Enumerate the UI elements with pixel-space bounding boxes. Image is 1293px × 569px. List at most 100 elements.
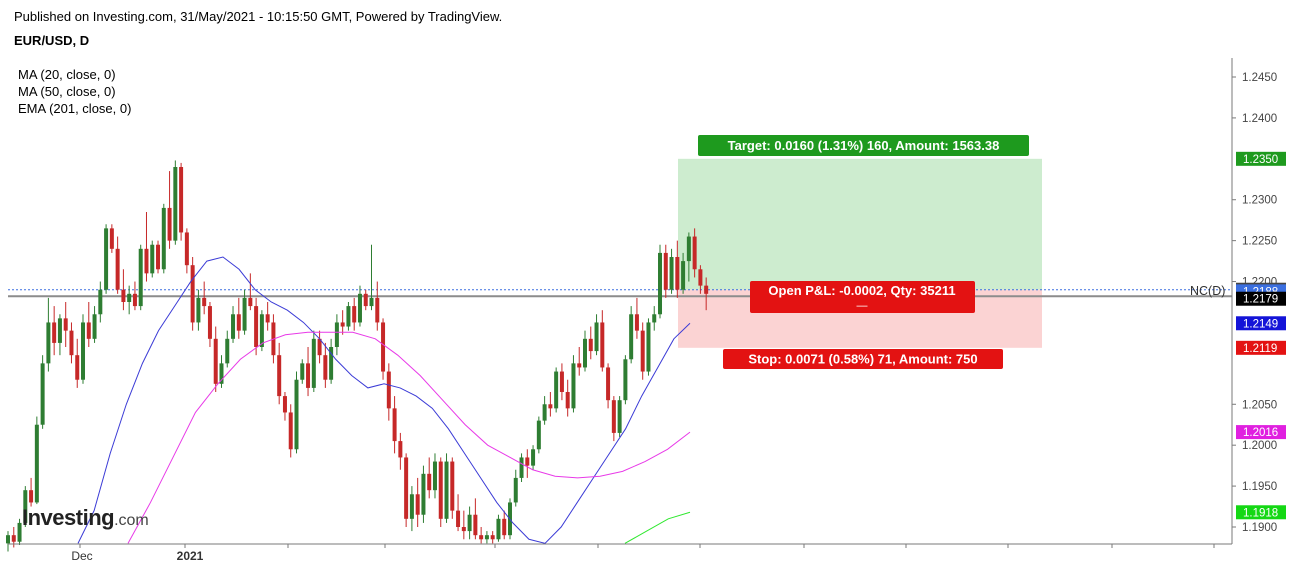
logo-brand: Investing <box>22 505 115 530</box>
candle-body <box>265 314 270 323</box>
y-tick-label: 1.2300 <box>1242 195 1277 207</box>
candle-body <box>288 412 293 450</box>
candle-body <box>513 477 518 503</box>
price-badge <box>1236 151 1286 166</box>
price-badge-label: 1.2179 <box>1243 294 1278 306</box>
price-badge <box>1236 291 1286 306</box>
stop-label-box <box>723 349 1003 369</box>
candle-body <box>231 314 236 339</box>
candle-body <box>352 306 357 323</box>
candle-body <box>219 363 224 384</box>
x-tick-label: Dec <box>71 549 92 563</box>
candle-body <box>588 338 593 352</box>
candle-body <box>692 236 697 270</box>
candle-body <box>427 473 432 491</box>
candle-body <box>652 314 657 323</box>
candle-body <box>127 293 132 302</box>
position-labels: Target: 0.0160 (1.31%) 160, Amount: 1563… <box>698 135 1225 369</box>
candle-body <box>600 322 605 368</box>
candle-body <box>444 461 449 519</box>
y-tick-label: 1.2450 <box>1242 72 1277 84</box>
ma20-line <box>77 256 691 544</box>
candle-body <box>81 322 86 380</box>
candle-body <box>484 535 489 540</box>
candles <box>6 160 709 552</box>
candle-body <box>542 404 547 421</box>
candle-body <box>104 228 109 290</box>
candle-body <box>306 363 311 388</box>
candle-body <box>623 359 628 401</box>
candle-body <box>340 322 345 327</box>
y-tick-label: 1.2050 <box>1242 399 1277 411</box>
legend-ma50: MA (50, close, 0) <box>18 84 116 99</box>
candle-body <box>69 330 74 356</box>
price-axis: Dec 20211.24501.24001.23001.22501.22001.2… <box>8 58 1286 563</box>
candle-body <box>663 252 668 290</box>
candle-body <box>421 473 426 515</box>
candle-body <box>75 355 80 380</box>
candle-body <box>40 363 45 425</box>
y-tick-label: 1.2250 <box>1242 236 1277 248</box>
candle-body <box>190 265 195 323</box>
candle-body <box>52 322 57 343</box>
investing-logo: Investing.com <box>22 505 149 531</box>
candle-body <box>496 518 501 540</box>
symbol-title: EUR/USD, D <box>14 33 90 48</box>
candle-body <box>490 535 495 540</box>
nc-label: NC(D) <box>1190 284 1225 298</box>
ma50-line <box>127 331 691 544</box>
candle-body <box>404 457 409 519</box>
candle-body <box>548 404 553 409</box>
target-label-box <box>698 135 1029 156</box>
candle-body <box>34 424 39 503</box>
candle-body <box>686 236 691 262</box>
published-caption: Published on Investing.com, 31/May/2021 … <box>14 9 503 24</box>
candle-body <box>92 314 97 339</box>
price-badge <box>1236 316 1286 331</box>
candle-body <box>432 461 437 491</box>
candle-body <box>559 371 564 392</box>
pnl-sub-label: — <box>857 300 868 312</box>
candle-body <box>617 400 622 433</box>
candle-body <box>86 322 91 339</box>
candle-body <box>317 338 322 356</box>
legend-ma20: MA (20, close, 0) <box>18 67 116 82</box>
candle-body <box>375 297 380 323</box>
position-zones <box>678 158 1042 348</box>
candle-body <box>57 318 62 343</box>
candle-body <box>121 289 126 302</box>
candle-body <box>11 535 16 542</box>
candle-body <box>179 167 184 233</box>
price-badge-label: 1.2016 <box>1243 427 1278 439</box>
candle-body <box>346 306 351 327</box>
candle-body <box>248 297 253 307</box>
candle-body <box>461 527 466 532</box>
legend-ema201: EMA (201, close, 0) <box>18 101 132 116</box>
candle-body <box>300 363 305 380</box>
pnl-label: Open P&L: -0.0002, Qty: 35211 <box>768 283 955 298</box>
candle-body <box>681 261 686 290</box>
candle-body <box>519 457 524 478</box>
candle-body <box>438 461 443 519</box>
candle-body <box>242 297 247 331</box>
candle-body <box>46 322 51 364</box>
candle-body <box>98 289 103 315</box>
candle-body <box>6 535 10 544</box>
candle-body <box>669 257 674 290</box>
price-badge-label: 1.2350 <box>1243 154 1278 166</box>
price-badge-label: 1.1918 <box>1243 507 1278 519</box>
candle-body <box>473 514 478 536</box>
candle-body <box>369 297 374 307</box>
candle-body <box>207 306 212 339</box>
candle-body <box>254 306 259 347</box>
candle-body <box>646 322 651 372</box>
candle-body <box>115 248 120 290</box>
candle-body <box>184 232 189 266</box>
candle-body <box>161 207 166 270</box>
candle-body <box>144 248 149 274</box>
indicator-lines <box>77 256 691 544</box>
candle-body <box>357 293 362 323</box>
candle-body <box>594 322 599 352</box>
candle-body <box>554 371 559 409</box>
